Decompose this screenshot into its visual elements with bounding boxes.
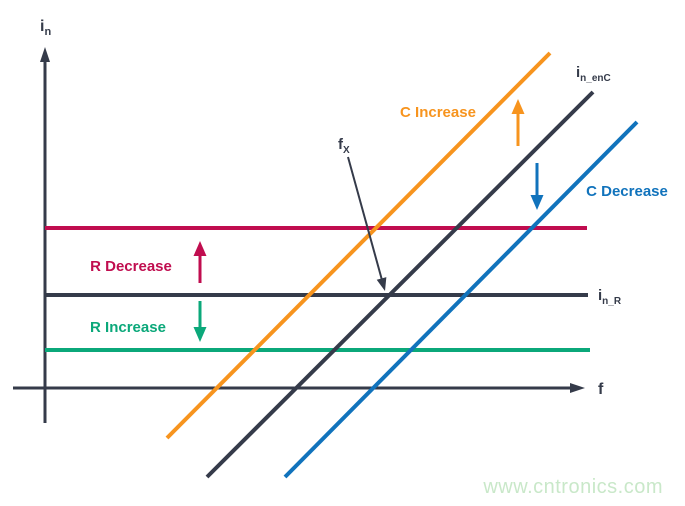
- y-axis-label: in: [40, 18, 51, 38]
- in-enc-slope-line: [205, 90, 595, 479]
- r-decrease-label: R Decrease: [90, 258, 172, 275]
- in-enc-label: in_enC: [576, 64, 611, 84]
- c-decrease-slope-line: [283, 120, 639, 479]
- c-decrease-label: C Decrease: [586, 183, 668, 200]
- in-r-label: in_R: [598, 287, 622, 307]
- fx-label: fX: [338, 136, 350, 156]
- y-axis: [40, 47, 50, 423]
- watermark-text: www.cntronics.com: [483, 476, 663, 498]
- r-decrease-up-arrow: [193, 241, 207, 283]
- fx-pointer-arrow: [347, 156, 387, 291]
- c-increase-slope-line: [165, 51, 552, 440]
- r-increase-label: R Increase: [90, 319, 166, 336]
- r-increase-down-arrow: [193, 301, 207, 342]
- c-increase-label: C Increase: [400, 104, 476, 121]
- c-decrease-down-arrow: [530, 163, 544, 210]
- x-axis-label: f: [598, 381, 604, 398]
- c-increase-up-arrow: [511, 99, 525, 146]
